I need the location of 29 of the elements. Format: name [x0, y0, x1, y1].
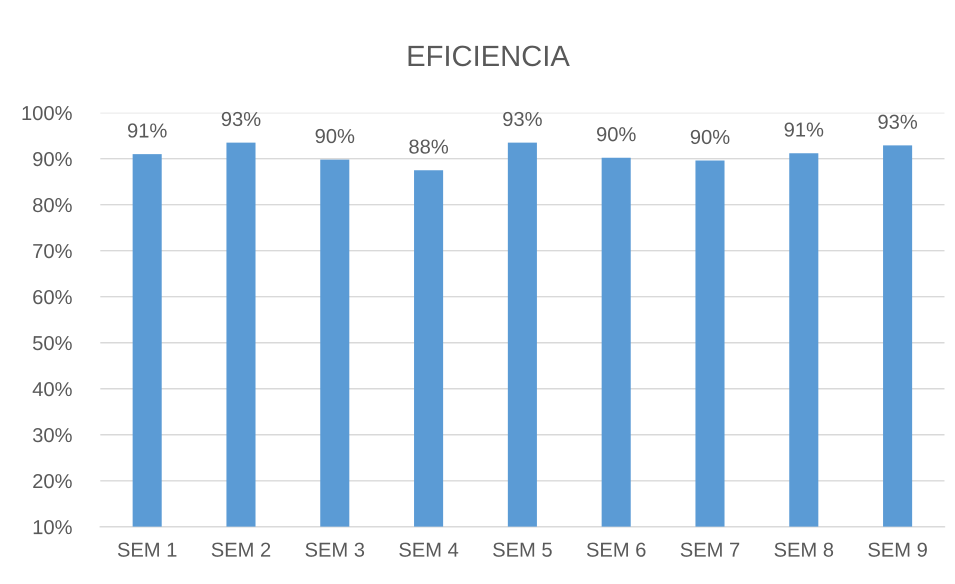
data-label: 88%: [409, 139, 448, 154]
data-label: 91%: [784, 122, 824, 137]
x-tick-label: SEM 1: [118, 542, 176, 557]
data-label: 90%: [316, 128, 354, 144]
y-tick-label: 40%: [32, 382, 72, 396]
data-label: 90%: [690, 130, 730, 144]
data-label: 91%: [128, 123, 167, 138]
x-tick-label: SEM 6: [586, 542, 646, 557]
y-tick-label: 80%: [33, 198, 72, 212]
x-tick-label: SEM 8: [774, 542, 834, 557]
x-tick-label: SEM 3: [305, 542, 364, 557]
y-tick-label: 60%: [33, 290, 72, 304]
x-tick-label: SEM 4: [399, 542, 458, 557]
data-label: 90%: [596, 127, 636, 142]
y-tick-label: 50%: [32, 336, 72, 350]
x-tick-label: SEM 7: [680, 542, 740, 557]
y-tick-label: 100%: [22, 106, 72, 120]
y-tick-label: 90%: [33, 152, 72, 166]
y-tick-label: 20%: [33, 474, 72, 488]
x-tick-label: SEM 2: [212, 542, 270, 557]
y-tick-label: 70%: [33, 244, 72, 258]
y-tick-label: 30%: [32, 428, 72, 442]
x-tick-label: SEM 5: [493, 542, 552, 557]
y-tick-label: 10%: [34, 520, 72, 534]
x-tick-label: SEM 9: [868, 542, 927, 557]
data-label: 93%: [222, 112, 260, 126]
data-label: 93%: [878, 114, 918, 129]
chart-title: EFICIENCIA: [408, 46, 570, 66]
data-label: 93%: [503, 112, 542, 126]
